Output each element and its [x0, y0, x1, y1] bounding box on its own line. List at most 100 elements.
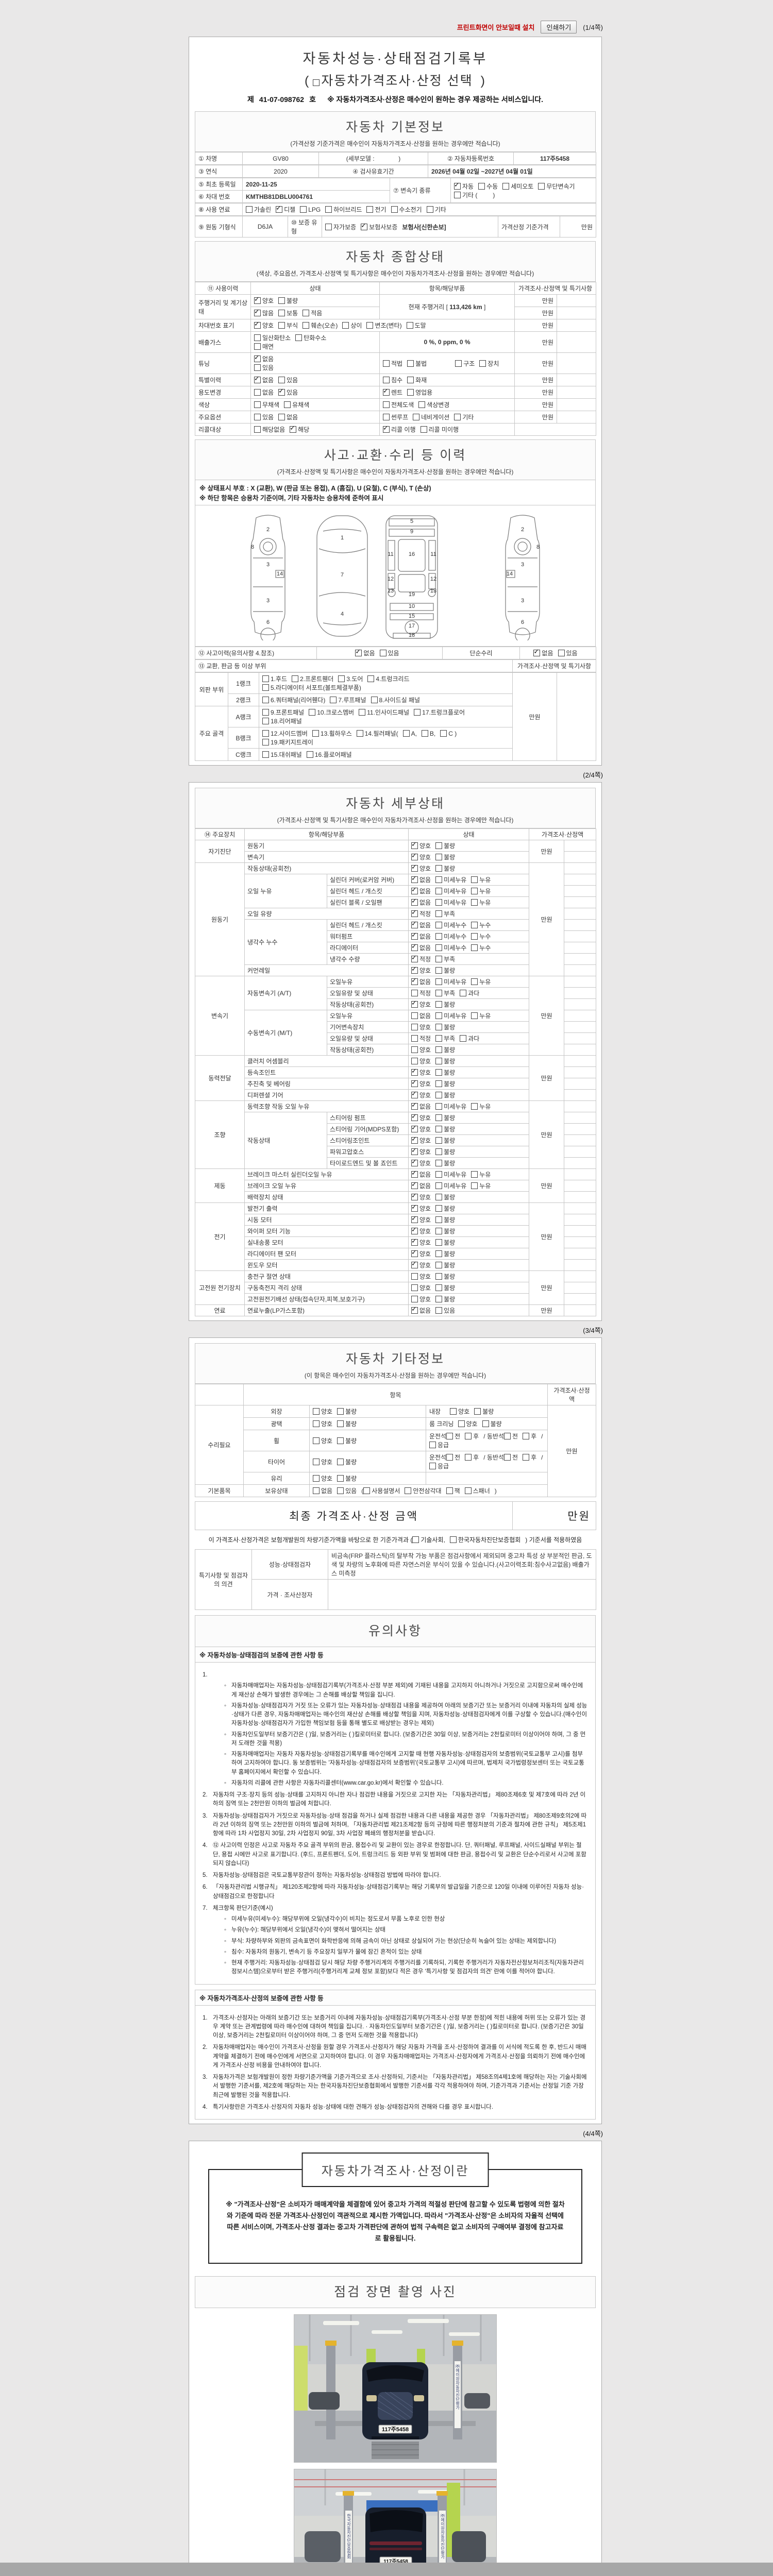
checkbox[interactable] [471, 978, 478, 985]
checkbox-checked[interactable] [411, 909, 418, 917]
checkbox[interactable] [366, 206, 374, 213]
checkbox[interactable] [435, 1046, 443, 1053]
checkbox[interactable] [383, 360, 390, 367]
checkbox[interactable] [295, 334, 303, 341]
checkbox[interactable] [330, 697, 337, 703]
checkbox[interactable] [338, 675, 345, 682]
checkbox[interactable] [313, 1487, 320, 1494]
checkbox[interactable] [406, 322, 413, 329]
checkbox[interactable] [435, 1148, 443, 1155]
checkbox[interactable] [402, 730, 410, 737]
checkbox[interactable] [474, 1408, 481, 1415]
checkbox[interactable] [262, 709, 269, 716]
checkbox-checked[interactable] [411, 1090, 418, 1098]
checkbox-checked[interactable] [411, 1226, 418, 1234]
checkbox-checked[interactable] [254, 353, 261, 362]
checkbox[interactable] [383, 377, 390, 383]
checkbox-checked[interactable] [411, 1147, 418, 1155]
checkbox[interactable] [435, 922, 443, 928]
checkbox-checked[interactable] [383, 387, 390, 396]
checkbox[interactable] [471, 1182, 478, 1189]
checkbox[interactable] [435, 910, 443, 917]
checkbox[interactable] [429, 1463, 436, 1469]
checkbox[interactable] [254, 426, 261, 433]
checkbox[interactable] [418, 401, 426, 408]
checkbox-checked[interactable] [361, 222, 368, 230]
checkbox-checked[interactable] [411, 1101, 418, 1110]
checkbox[interactable] [435, 967, 443, 974]
checkbox-checked[interactable] [454, 181, 461, 190]
checkbox[interactable] [435, 978, 443, 985]
checkbox[interactable] [435, 854, 443, 860]
checkbox[interactable] [262, 739, 269, 745]
checkbox[interactable] [359, 709, 366, 716]
checkbox-checked[interactable] [411, 1238, 418, 1246]
checkbox[interactable] [471, 876, 478, 883]
checkbox[interactable] [367, 675, 375, 682]
checkbox[interactable] [435, 1160, 443, 1166]
checkbox[interactable] [482, 1420, 489, 1427]
checkbox[interactable] [435, 990, 443, 996]
checkbox[interactable] [246, 206, 253, 213]
checkbox[interactable] [413, 414, 420, 420]
checkbox[interactable] [405, 1487, 412, 1494]
checkbox[interactable] [411, 1012, 418, 1019]
checkbox[interactable] [435, 899, 443, 906]
checkbox[interactable] [426, 206, 433, 213]
checkbox[interactable] [313, 1475, 320, 1482]
checkbox[interactable] [435, 1103, 443, 1110]
checkbox[interactable] [309, 709, 316, 716]
checkbox-checked[interactable] [411, 965, 418, 974]
checkbox[interactable] [450, 1408, 457, 1415]
checkbox[interactable] [411, 1296, 418, 1302]
checkbox[interactable] [313, 1437, 320, 1444]
checkbox[interactable] [435, 876, 443, 883]
checkbox[interactable] [435, 1012, 443, 1019]
checkbox[interactable] [446, 1433, 453, 1439]
checkbox-checked[interactable] [290, 424, 297, 433]
checkbox[interactable] [435, 1080, 443, 1087]
checkbox[interactable] [435, 1171, 443, 1178]
checkbox-checked[interactable] [411, 931, 418, 940]
checkbox-checked[interactable] [411, 1158, 418, 1166]
checkbox[interactable] [313, 79, 320, 86]
checkbox[interactable] [337, 1408, 344, 1415]
checkbox[interactable] [411, 1035, 418, 1042]
checkbox[interactable] [523, 1433, 530, 1439]
checkbox[interactable] [455, 360, 462, 367]
checkbox[interactable] [313, 1458, 320, 1465]
checkbox-checked[interactable] [411, 920, 418, 928]
checkbox[interactable] [300, 206, 307, 213]
checkbox[interactable] [278, 322, 285, 329]
checkbox-checked[interactable] [411, 886, 418, 894]
checkbox[interactable] [420, 426, 427, 433]
checkbox[interactable] [411, 1284, 418, 1291]
checkbox[interactable] [342, 322, 349, 329]
checkbox[interactable] [303, 310, 310, 316]
checkbox[interactable] [435, 1035, 443, 1042]
checkbox[interactable] [471, 922, 478, 928]
checkbox[interactable] [356, 730, 363, 737]
checkbox[interactable] [391, 206, 398, 213]
checkbox[interactable] [254, 401, 261, 408]
checkbox[interactable] [254, 389, 261, 396]
checkbox[interactable] [435, 1284, 443, 1291]
checkbox-checked[interactable] [254, 375, 261, 383]
checkbox[interactable] [325, 206, 332, 213]
checkbox[interactable] [435, 1058, 443, 1064]
print-plugin-install-link[interactable]: 프린트화면이 안보일때 설치 [457, 24, 535, 31]
checkbox-checked[interactable] [411, 1204, 418, 1212]
checkbox-checked[interactable] [411, 863, 418, 872]
checkbox-checked[interactable] [411, 1067, 418, 1076]
checkbox[interactable] [411, 990, 418, 996]
checkbox[interactable] [471, 899, 478, 906]
checkbox-checked[interactable] [411, 1136, 418, 1144]
checkbox[interactable] [254, 364, 261, 371]
checkbox-checked[interactable] [411, 1079, 418, 1087]
checkbox[interactable] [325, 223, 332, 230]
checkbox[interactable] [435, 1273, 443, 1280]
checkbox[interactable] [363, 1487, 371, 1494]
checkbox-checked[interactable] [411, 1192, 418, 1200]
checkbox[interactable] [412, 1536, 419, 1543]
checkbox-checked[interactable] [411, 875, 418, 883]
